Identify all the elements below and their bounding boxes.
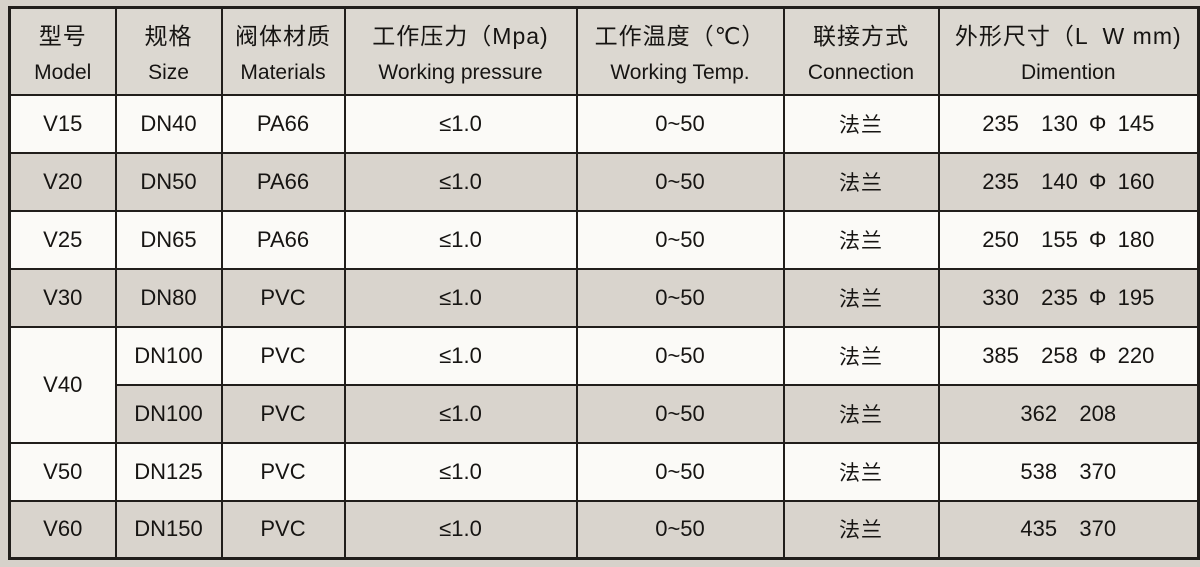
cell-material: PVC <box>220 267 346 328</box>
col-header-materials-en: Materials <box>240 61 326 85</box>
col-header-size-en: Size <box>148 61 189 85</box>
cell-size: DN50 <box>114 151 223 212</box>
cell-model: V60 <box>8 499 117 560</box>
cell-model-merged: V40 <box>8 325 117 444</box>
cell-connection: 法兰 <box>782 151 940 212</box>
cell-dimension: 235 130 Φ 145 <box>937 93 1200 154</box>
cell-size: DN40 <box>114 93 223 154</box>
table-row-v40-a: V40 DN100 PVC ≤1.0 0~50 法兰 385 258 Φ 220 <box>8 325 1200 444</box>
cell-model: V25 <box>8 209 117 270</box>
cell-size: DN80 <box>114 267 223 328</box>
col-header-model: 型号 Model <box>8 6 117 96</box>
col-header-temp-en: Working Temp. <box>610 61 750 85</box>
cell-pressure: ≤1.0 <box>343 267 578 328</box>
header-row: 型号 Model 规格 Size 阀体材质 Materials 工作压力（Mpa… <box>8 6 1200 96</box>
table-row-v40-b: DN100 PVC ≤1.0 0~50 法兰 362 208 <box>10 383 1200 444</box>
cell-model: V20 <box>8 151 117 212</box>
cell-temp: 0~50 <box>575 267 785 328</box>
cell-pressure: ≤1.0 <box>343 441 578 502</box>
table-row-v20: V20 DN50 PA66 ≤1.0 0~50 法兰 235 140 Φ 160 <box>8 151 1200 212</box>
cell-temp: 0~50 <box>575 209 785 270</box>
cell-connection: 法兰 <box>782 209 940 270</box>
cell-dimension: 330 235 Φ 195 <box>937 267 1200 328</box>
cell-connection: 法兰 <box>782 93 940 154</box>
table-row-v30: V30 DN80 PVC ≤1.0 0~50 法兰 330 235 Φ 195 <box>8 267 1200 328</box>
col-header-size-zh: 规格 <box>144 23 193 50</box>
col-header-pressure: 工作压力（Mpa) Working pressure <box>343 6 578 96</box>
table-row-v15: V15 DN40 PA66 ≤1.0 0~50 法兰 235 130 Φ 145 <box>8 93 1200 154</box>
cell-pressure: ≤1.0 <box>343 209 578 270</box>
col-header-dimension: 外形尺寸（L W mm) Dimention <box>937 6 1200 96</box>
cell-temp: 0~50 <box>575 383 785 444</box>
cell-dimension: 435 370 <box>937 499 1200 560</box>
cell-material: PA66 <box>220 151 346 212</box>
cell-size: DN150 <box>114 499 223 560</box>
col-header-connection: 联接方式 Connection <box>782 6 940 96</box>
cell-model: V50 <box>8 441 117 502</box>
valve-spec-table: 型号 Model 规格 Size 阀体材质 Materials 工作压力（Mpa… <box>8 6 1200 560</box>
col-header-connection-en: Connection <box>807 61 915 85</box>
cell-pressure: ≤1.0 <box>343 325 578 386</box>
table-row-v25: V25 DN65 PA66 ≤1.0 0~50 法兰 250 155 Φ 180 <box>8 209 1200 270</box>
col-header-dimension-en: Dimention <box>1020 61 1116 85</box>
cell-pressure: ≤1.0 <box>343 151 578 212</box>
table-row-v60: V60 DN150 PVC ≤1.0 0~50 法兰 435 370 <box>8 499 1200 560</box>
cell-model: V30 <box>8 267 117 328</box>
cell-pressure: ≤1.0 <box>343 499 578 560</box>
cell-size: DN100 <box>114 383 223 444</box>
cell-temp: 0~50 <box>575 151 785 212</box>
cell-model: V15 <box>8 93 117 154</box>
col-header-model-zh: 型号 <box>38 23 87 50</box>
cell-temp: 0~50 <box>575 93 785 154</box>
col-header-dimension-zh: 外形尺寸（L W mm) <box>954 23 1182 50</box>
cell-size: DN65 <box>114 209 223 270</box>
cell-temp: 0~50 <box>575 441 785 502</box>
cell-dimension: 250 155 Φ 180 <box>937 209 1200 270</box>
col-header-materials-zh: 阀体材质 <box>235 23 331 50</box>
cell-temp: 0~50 <box>575 325 785 386</box>
cell-material: PVC <box>220 499 346 560</box>
cell-connection: 法兰 <box>782 441 940 502</box>
cell-connection: 法兰 <box>782 325 940 386</box>
cell-connection: 法兰 <box>782 499 940 560</box>
cell-dimension: 235 140 Φ 160 <box>937 151 1200 212</box>
cell-pressure: ≤1.0 <box>343 383 578 444</box>
table-row-v50: V50 DN125 PVC ≤1.0 0~50 法兰 538 370 <box>8 441 1200 502</box>
cell-material: PA66 <box>220 209 346 270</box>
cell-temp: 0~50 <box>575 499 785 560</box>
cell-dimension: 385 258 Φ 220 <box>937 325 1200 386</box>
col-header-model-en: Model <box>34 61 92 85</box>
col-header-temp-zh: 工作温度（℃） <box>594 23 766 50</box>
cell-size: DN100 <box>114 325 223 386</box>
cell-material: PVC <box>220 325 346 386</box>
col-header-size: 规格 Size <box>114 6 223 96</box>
cell-size: DN125 <box>114 441 223 502</box>
cell-material: PVC <box>220 441 346 502</box>
col-header-pressure-en: Working pressure <box>378 61 543 85</box>
col-header-materials: 阀体材质 Materials <box>220 6 346 96</box>
cell-pressure: ≤1.0 <box>343 93 578 154</box>
col-header-temp: 工作温度（℃） Working Temp. <box>575 6 785 96</box>
cell-material: PA66 <box>220 93 346 154</box>
cell-connection: 法兰 <box>782 383 940 444</box>
cell-dimension: 538 370 <box>937 441 1200 502</box>
cell-connection: 法兰 <box>782 267 940 328</box>
cell-dimension: 362 208 <box>937 383 1200 444</box>
col-header-pressure-zh: 工作压力（Mpa) <box>372 23 549 50</box>
col-header-connection-zh: 联接方式 <box>813 23 909 50</box>
cell-material: PVC <box>220 383 346 444</box>
